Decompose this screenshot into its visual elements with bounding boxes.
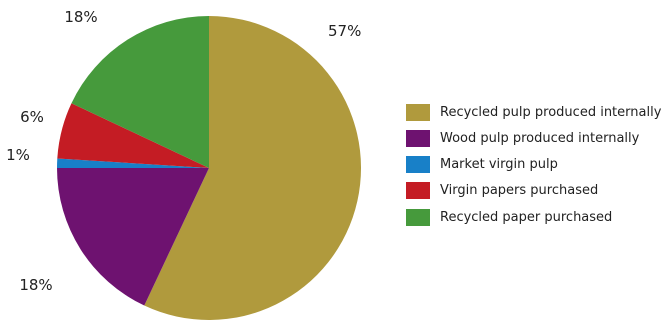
legend-swatch	[406, 208, 430, 226]
legend-swatch	[406, 129, 430, 147]
legend-swatch	[406, 103, 430, 121]
pie-slice-recycled-paper-purchased	[71, 16, 209, 168]
data-label-wood-pulp-produced-internally: 18%	[19, 276, 52, 294]
data-label-recycled-pulp-produced-internally: 57%	[328, 22, 361, 40]
legend-item-recycled-pulp-produced-internally: Recycled pulp produced internally	[406, 103, 661, 121]
legend: Recycled pulp produced internally Wood pu…	[406, 103, 661, 234]
legend-item-wood-pulp-produced-internally: Wood pulp produced internally	[406, 129, 661, 147]
legend-label: Recycled paper purchased	[440, 209, 613, 225]
legend-swatch	[406, 182, 430, 200]
legend-label: Virgin papers purchased	[440, 183, 599, 199]
legend-item-recycled-paper-purchased: Recycled paper purchased	[406, 208, 661, 226]
pie-slice-virgin-papers-purchased	[57, 103, 209, 168]
legend-label: Market virgin pulp	[440, 157, 558, 173]
data-label-market-virgin-pulp: 1%	[6, 146, 30, 164]
legend-swatch	[406, 156, 430, 174]
legend-label: Recycled pulp produced internally	[440, 104, 662, 120]
pie-slice-recycled-pulp-produced-internally	[144, 16, 362, 320]
data-label-recycled-paper-purchased: 18%	[64, 8, 97, 26]
legend-label: Wood pulp produced internally	[440, 130, 640, 146]
pie-slice-market-virgin-pulp	[57, 158, 209, 168]
pie-slice-wood-pulp-produced-internally	[57, 168, 209, 306]
legend-item-market-virgin-pulp: Market virgin pulp	[406, 156, 661, 174]
data-label-virgin-papers-purchased: 6%	[20, 108, 44, 126]
legend-item-virgin-papers-purchased: Virgin papers purchased	[406, 182, 661, 200]
